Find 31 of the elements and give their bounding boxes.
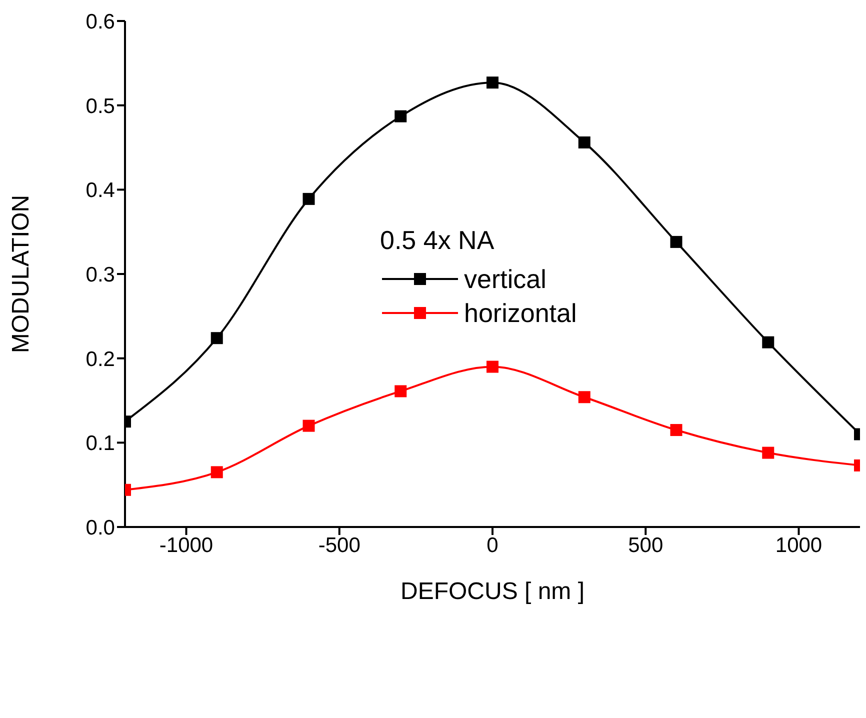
point	[302, 420, 315, 432]
point	[578, 136, 590, 148]
point	[762, 446, 774, 459]
point	[210, 332, 223, 344]
x-tick-label: 0	[486, 534, 498, 557]
y-tick-label: 0.3	[86, 263, 115, 286]
x-tick-label: -500	[318, 534, 360, 557]
point	[210, 466, 223, 478]
x-tick-label: 1000	[775, 534, 822, 557]
legend-label: horizontal	[464, 298, 577, 328]
point	[394, 385, 407, 398]
point	[762, 336, 774, 348]
point	[486, 360, 498, 373]
y-axis-title: MODULATION	[8, 194, 35, 354]
y-tick-label: 0.6	[86, 10, 115, 34]
x-axis-title: DEFOCUS [ nm ]	[400, 578, 585, 605]
point	[578, 391, 590, 404]
y-tick-label: 0.5	[86, 94, 115, 118]
point	[670, 424, 682, 436]
x-tick-label: -1000	[159, 534, 214, 557]
y-tick-label: 0.2	[86, 348, 115, 371]
point	[670, 236, 682, 248]
point	[302, 192, 315, 205]
legend-label: vertical	[464, 264, 546, 294]
y-tick-label: 0.1	[86, 432, 115, 456]
point	[394, 110, 407, 122]
y-tick-label: 0.4	[86, 179, 116, 202]
point	[486, 76, 498, 89]
y-tick-label: 0.0	[86, 516, 115, 540]
x-tick-label: 500	[628, 534, 664, 557]
legend-title: 0.5 4x NA	[380, 225, 496, 256]
